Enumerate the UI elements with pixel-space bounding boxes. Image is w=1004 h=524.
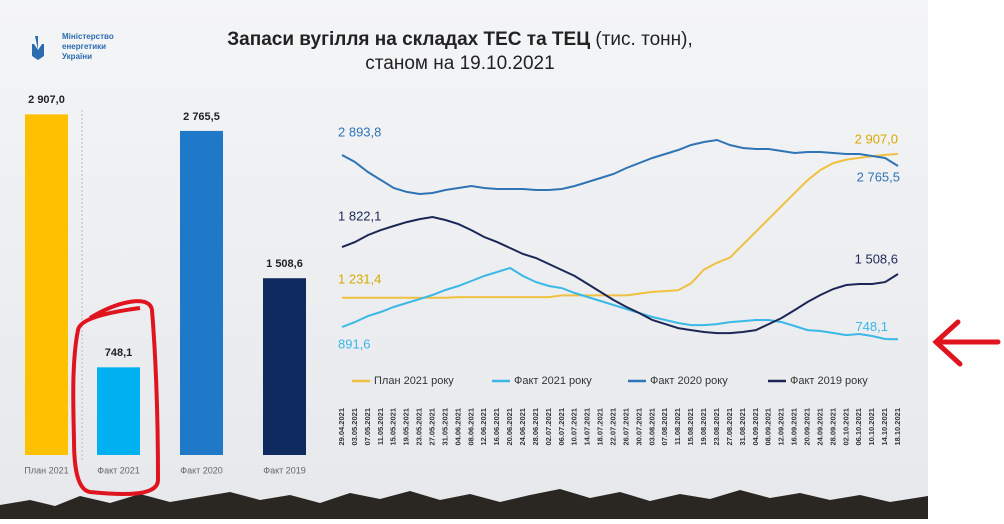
value-label: 1 508,6 (266, 258, 303, 270)
x-tick-label: 06.10.2021 (854, 408, 863, 446)
line (341, 138, 899, 196)
legend-label: План 2021 року (374, 375, 454, 387)
red-arrow (932, 319, 1001, 367)
x-tick-label: 11.05.2021 (376, 408, 385, 445)
bar (25, 114, 68, 455)
x-tick-label: 23.08.2021 (712, 408, 721, 446)
x-tick-label: 15.08.2021 (686, 408, 695, 446)
x-tick-label: 03.05.2021 (350, 408, 359, 446)
unit: (тис. тонн), (595, 29, 692, 50)
x-tick-label: 07.05.2021 (363, 408, 372, 446)
x-tick-label: 31.05.2021 (440, 408, 449, 446)
bar (263, 278, 306, 455)
x-tick-label: 29.04.2021 (337, 408, 346, 446)
x-tick-label: План 2021 (24, 465, 68, 475)
x-tick-label: 04.09.2021 (751, 408, 760, 446)
x-tick-label: 02.10.2021 (841, 408, 850, 446)
logo-text: енергетики (62, 42, 106, 51)
x-tick-label: 11.08.2021 (673, 408, 682, 445)
x-tick-label: 26.07.2021 (621, 408, 630, 446)
value-label: 2 907,0 (855, 131, 898, 146)
x-tick-label: 12.06.2021 (479, 408, 488, 446)
logo-text: України (62, 52, 92, 61)
x-tick-label: 19.05.2021 (402, 408, 411, 446)
logo-text: Міністерство (62, 32, 114, 41)
x-tick-label: 02.07.2021 (544, 408, 553, 446)
bar (180, 130, 223, 455)
coal (0, 489, 928, 519)
x-tick-label: 31.08.2021 (738, 408, 747, 446)
background (0, 0, 928, 519)
x-tick-label: 18.10.2021 (893, 408, 902, 446)
title: Запаси вугілля на складах ТЕС та ТЕЦ (227, 29, 590, 50)
x-tick-label: 14.07.2021 (583, 408, 592, 446)
legend-label: Факт 2019 року (790, 375, 868, 387)
x-tick-label: 07.08.2021 (660, 408, 669, 446)
value-label: 748,1 (105, 347, 133, 359)
x-tick-label: 20.09.2021 (802, 408, 811, 446)
x-tick-label: 19.08.2021 (699, 408, 708, 446)
x-tick-label: 20.06.2021 (505, 408, 514, 446)
value-label: 1 508,6 (855, 251, 898, 266)
x-tick-label: Факт 2019 (263, 465, 306, 475)
x-tick-label: 16.09.2021 (790, 408, 799, 446)
x-tick-label: 08.09.2021 (764, 408, 773, 446)
x-tick-label: 28.06.2021 (531, 408, 540, 446)
x-tick-label: 10.10.2021 (867, 408, 876, 446)
value-label: 748,1 (855, 319, 888, 334)
x-tick-label: 18.07.2021 (596, 408, 605, 446)
x-tick-label: 27.08.2021 (725, 408, 734, 446)
charts: 2 907,0 План 2021 748,1 Факт 2021 2 765,5 Фак… (24, 94, 902, 475)
value-label: 1 231,4 (338, 271, 381, 286)
legend-label: Факт 2021 року (514, 375, 592, 387)
x-tick-label: 12.09.2021 (777, 408, 786, 446)
red-circle (71, 299, 161, 497)
line (342, 152, 899, 299)
x-tick-label: 14.10.2021 (880, 408, 889, 446)
value-label: 891,6 (338, 336, 371, 351)
bar (97, 367, 140, 455)
x-tick-label: 15.05.2021 (389, 408, 398, 446)
x-tick-label: 04.06.2021 (453, 408, 462, 446)
x-tick-label: 22.07.2021 (609, 408, 618, 446)
x-tick-label: Факт 2021 (97, 465, 140, 475)
chart-title: Запаси вугілля на складах ТЕС та ТЕЦ (ти… (227, 29, 692, 50)
value-label: 2 765,5 (183, 111, 220, 123)
x-tick-label: 30.07.2021 (634, 408, 643, 446)
x-tick-label: 03.08.2021 (647, 408, 656, 446)
subtitle: станом на 19.10.2021 (365, 53, 554, 74)
logo: Міністерство енергетики України (32, 32, 114, 61)
x-tick-label: 28.09.2021 (828, 408, 837, 446)
x-tick-label: 08.06.2021 (466, 408, 475, 446)
value-label: 1 822,1 (338, 209, 381, 224)
x-tick-label: 24.06.2021 (518, 408, 527, 446)
x-tick-label: 24.09.2021 (815, 408, 824, 446)
value-label: 2 893,8 (338, 124, 381, 139)
x-tick-label: 23.05.2021 (415, 408, 424, 446)
legend-label: Факт 2020 року (650, 375, 728, 387)
x-tick-label: 27.05.2021 (427, 408, 436, 446)
x-tick-label: 10.07.2021 (570, 408, 579, 446)
x-tick-label: Факт 2020 (180, 465, 223, 475)
line (341, 266, 899, 341)
x-tick-label: 16.06.2021 (492, 408, 501, 446)
value-label: 2 765,5 (857, 169, 900, 184)
x-tick-label: 06.07.2021 (557, 408, 566, 446)
value-label: 2 907,0 (28, 94, 65, 106)
line (341, 215, 899, 335)
